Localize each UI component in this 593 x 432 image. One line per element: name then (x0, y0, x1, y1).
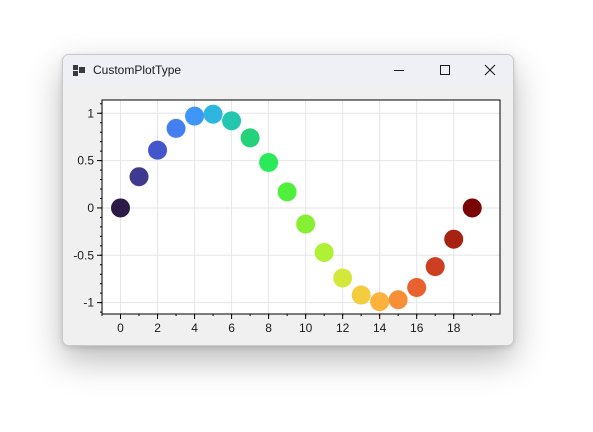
plot-frame (101, 99, 501, 315)
data-point[interactable] (111, 198, 131, 218)
data-point[interactable] (333, 268, 353, 288)
data-point[interactable] (351, 285, 371, 305)
data-point[interactable] (166, 118, 186, 138)
x-tick-label: 6 (228, 321, 235, 335)
data-point[interactable] (370, 292, 390, 312)
data-point[interactable] (407, 277, 427, 297)
x-tick-label: 0 (117, 321, 124, 335)
y-tick-label: 1 (87, 106, 94, 120)
data-point[interactable] (240, 128, 260, 148)
y-tick-label: -1 (83, 296, 94, 310)
data-point[interactable] (148, 140, 168, 160)
data-point[interactable] (222, 111, 242, 131)
y-tick-label: 0 (87, 201, 94, 215)
x-tick-label: 4 (191, 321, 198, 335)
x-tick-label: 8 (265, 321, 272, 335)
data-point[interactable] (444, 229, 464, 249)
data-point[interactable] (314, 242, 334, 262)
minimize-button[interactable] (376, 55, 422, 85)
y-tick-label: 0.5 (77, 154, 94, 168)
app-window-icon (73, 64, 85, 76)
plot-area: 0 2 4 6 8 10 12 14 16 18 1 0.5 0 -0.5 -1 (63, 85, 513, 345)
x-tick-label: 18 (447, 321, 461, 335)
maximize-button[interactable] (422, 55, 468, 85)
app-window: CustomPlotType 0 2 4 6 8 10 12 14 16 18 1 0.5 0 -0.5 -… (62, 54, 514, 346)
close-icon (484, 64, 496, 76)
data-point[interactable] (296, 214, 316, 234)
plot-background (102, 100, 500, 314)
x-tick-label: 12 (336, 321, 350, 335)
data-point[interactable] (203, 104, 223, 124)
x-tick-label: 16 (410, 321, 424, 335)
maximize-icon (439, 64, 451, 76)
data-point[interactable] (129, 167, 149, 187)
y-tick-label: -0.5 (73, 248, 94, 262)
x-tick-label: 2 (154, 321, 161, 335)
data-point[interactable] (388, 290, 408, 310)
x-tick-label: 14 (373, 321, 387, 335)
minimize-icon (393, 64, 405, 76)
data-point[interactable] (277, 182, 297, 202)
scatter-plot[interactable]: 0 2 4 6 8 10 12 14 16 18 1 0.5 0 -0.5 -1 (63, 85, 513, 345)
data-point[interactable] (259, 152, 279, 172)
x-tick-label: 10 (299, 321, 313, 335)
data-point[interactable] (425, 257, 445, 277)
data-point[interactable] (462, 198, 482, 218)
title-bar[interactable]: CustomPlotType (63, 55, 513, 85)
data-point[interactable] (185, 106, 205, 126)
close-button[interactable] (467, 55, 513, 85)
window-title: CustomPlotType (93, 63, 182, 77)
